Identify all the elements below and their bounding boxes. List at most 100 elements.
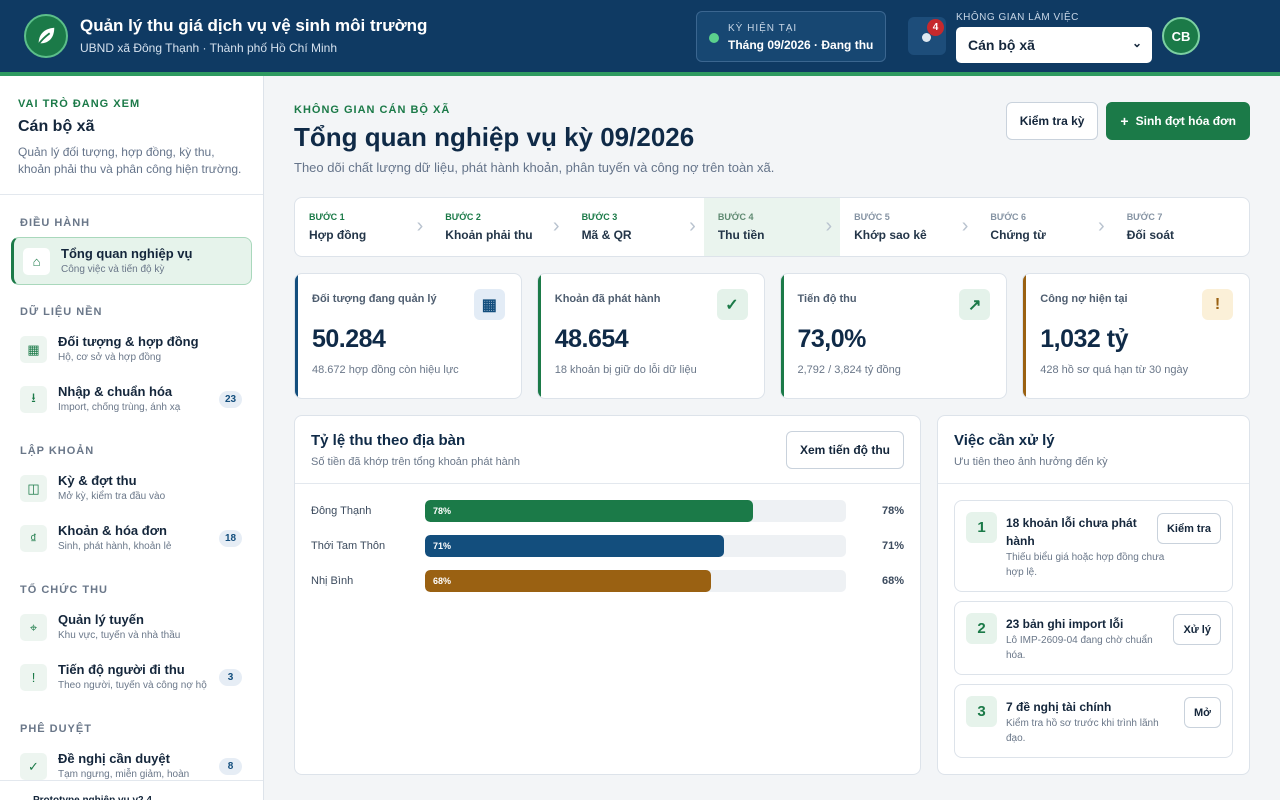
nav-title: Đề nghị cần duyệt [58,751,170,766]
view-progress-button[interactable]: Xem tiến độ thu [786,431,904,469]
nav-item[interactable]: ₫ Khoản & hóa đơn Sinh, phát hành, khoản l… [11,515,252,563]
kpi-label: Công nợ hiện tại [1040,293,1128,305]
nav-subtitle: Hộ, cơ sở và hợp đồng [58,352,162,363]
kpi-icon: ↗ [959,289,991,320]
step-number: BƯỚC 4 [717,212,754,222]
area-label: Nhị Bình [311,575,354,587]
process-steps: BƯỚC 1 Hợp đồng › BƯỚC 2 Khoản phải thu › BƯỚC… [294,197,1250,257]
card-subtitle: Số tiền đã khớp trên tổng khoản phát hàn… [311,456,521,468]
nav-item[interactable]: ⌂ Tổng quan nghiệp vụ Công việc và tiến độ… [11,237,252,285]
kpi-note: 428 hồ sơ quá hạn từ 30 ngày [1040,364,1189,376]
bar-label: 78% [433,506,452,516]
nav-icon: ₫ [20,525,47,552]
nav-title: Khoản & hóa đơn [58,523,167,538]
action-button[interactable]: + Sinh đợt hóa đơn [1106,102,1250,140]
role-description: Quản lý đối tượng, hợp đồng, kỳ thu, kho… [18,145,242,176]
task-item: 2 23 bản ghi import lỗi Lô IMP-2609-04 đan… [954,601,1233,675]
nav-subtitle: Tạm ngưng, miễn giảm, hoàn [58,769,190,780]
nav-subtitle: Theo người, tuyến và công nợ hộ [58,680,207,691]
task-number: 1 [966,512,997,543]
nav-title: Quản lý tuyến [58,612,144,627]
nav-item[interactable]: ! Tiến độ người đi thu Theo người, tuyến v… [11,654,252,702]
task-title: 18 khoản lỗi chưa phát hành [1006,516,1137,548]
step[interactable]: BƯỚC 1 Hợp đồng › [295,198,431,256]
nav-item[interactable]: ⌖ Quản lý tuyến Khu vực, tuyến và nhà thầu [11,604,252,652]
nav-badge: 23 [219,391,242,408]
step-name: Khớp sao kê [854,228,927,242]
app-subtitle: UBND xã Đông Thạnh · Thành phố Hồ Chí Mi… [80,41,338,55]
notifications[interactable]: 4 [908,17,946,55]
step-name: Khoản phải thu [445,228,533,242]
status-dot [709,33,719,43]
step-chevron: › [961,215,969,237]
bar-track: 71% [425,535,846,557]
rate-value: 68% [881,575,904,587]
kpi-card: Tiến độ thu 73,0% 2,792 / 3,824 tỷ đồng ↗ [779,273,1008,399]
section-title: DỮ LIỆU NỀN [20,306,103,318]
kpi-label: Khoản đã phát hành [554,293,661,305]
task-number: 3 [966,696,997,727]
role-panel: VAI TRÒ ĐANG XEM Cán bộ xã Quản lý đối t… [0,76,263,195]
nav-subtitle: Sinh, phát hành, khoản lẻ [58,541,172,552]
step-number: BƯỚC 2 [445,212,481,222]
task-number: 2 [966,613,997,644]
step[interactable]: BƯỚC 2 Khoản phải thu › [431,198,567,256]
rate-bar: 78% [425,500,754,522]
step-number: BƯỚC 1 [309,212,345,222]
nav-item[interactable]: ▦ Đối tượng & hợp đồng Hộ, cơ sở và hợp đồ… [11,326,252,374]
rate-row: Nhị Bình 68% 68% [311,570,904,592]
nav-icon: ▦ [20,336,47,363]
button-icon: + [1120,113,1129,129]
tasks-card: Việc cần xử lý Ưu tiên theo ảnh hưởng đế… [937,415,1250,775]
rate-value: 78% [881,505,904,517]
kpi-card: Đối tượng đang quản lý 50.284 48.672 hợp đ… [294,273,522,399]
step-chevron: › [1098,215,1105,237]
kpi-value: 73,0% [797,325,867,353]
step[interactable]: BƯỚC 5 Khớp sao kê › [840,198,976,256]
button-label: Sinh đợt hóa đơn [1135,114,1236,128]
step-chevron: › [416,215,424,237]
nav-item[interactable]: ⭳ Nhập & chuẩn hóa Import, chống trùng, án… [11,376,252,424]
bell-icon [922,33,931,42]
step-chevron: › [825,215,833,237]
period-label: KỲ HIỆN TẠI [728,23,798,34]
task-description: Kiểm tra hồ sơ trước khi trình lãnh đạo. [1006,718,1159,744]
workspace-value: Cán bộ xã [968,37,1035,53]
role-label: VAI TRÒ ĐANG XEM [18,98,141,110]
nav-subtitle: Import, chống trùng, ánh xạ [58,402,181,413]
logo [24,14,68,58]
card-title: Việc cần xử lý [954,432,1055,449]
section-title: ĐIỀU HÀNH [20,217,91,229]
kpi-value: 48.654 [554,325,629,353]
nav-subtitle: Khu vực, tuyến và nhà thầu [58,630,181,641]
task-button[interactable]: Kiểm tra [1156,513,1221,544]
step-name: Chứng từ [990,228,1046,242]
task-description: Thiếu biểu giá hoặc hợp đồng chưa hợp lệ… [1006,552,1165,578]
nav-item[interactable]: ◫ Kỳ & đợt thu Mở kỳ, kiểm tra đầu vào [11,465,252,513]
kpi-row: Đối tượng đang quản lý 50.284 48.672 hợp đ… [294,273,1250,399]
sidebar-footer: Prototype nghiệp vụ v2.4 [0,780,263,800]
app-title: Quản lý thu giá dịch vụ vệ sinh môi trườ… [80,16,428,35]
step[interactable]: BƯỚC 6 Chứng từ › [976,198,1112,256]
step[interactable]: BƯỚC 7 Đối soát [1113,198,1249,256]
step[interactable]: BƯỚC 3 Mã & QR › [568,198,704,256]
kpi-label: Tiến độ thu [797,293,857,305]
nav-title: Tiến độ người đi thu [58,662,185,677]
action-button[interactable]: Kiểm tra kỳ [1005,102,1099,140]
workspace-select[interactable]: Cán bộ xã ⌄ [956,27,1152,63]
nav-badge: 3 [219,669,242,686]
avatar[interactable]: CB [1162,17,1200,55]
step-name: Thu tiền [717,228,765,242]
kpi-note: 18 khoản bị giữ do lỗi dữ liệu [554,364,697,376]
step-chevron: › [689,215,696,237]
nav-subtitle: Mở kỳ, kiểm tra đầu vào [58,491,166,502]
kpi-accent [1023,274,1027,398]
kpi-card: Công nợ hiện tại 1,032 tỷ 428 hồ sơ quá hạ… [1022,273,1250,399]
task-button[interactable]: Mở [1184,697,1221,728]
kpi-icon: ✓ [716,289,748,320]
task-button[interactable]: Xử lý [1173,614,1221,645]
card-subtitle: Ưu tiên theo ảnh hưởng đến kỳ [954,456,1108,468]
nav-item[interactable]: ✓ Đề nghị cần duyệt Tạm ngưng, miễn giảm, … [11,743,252,791]
kpi-note: 48.672 hợp đồng còn hiệu lực [312,364,459,376]
step[interactable]: BƯỚC 4 Thu tiền › [703,198,841,256]
